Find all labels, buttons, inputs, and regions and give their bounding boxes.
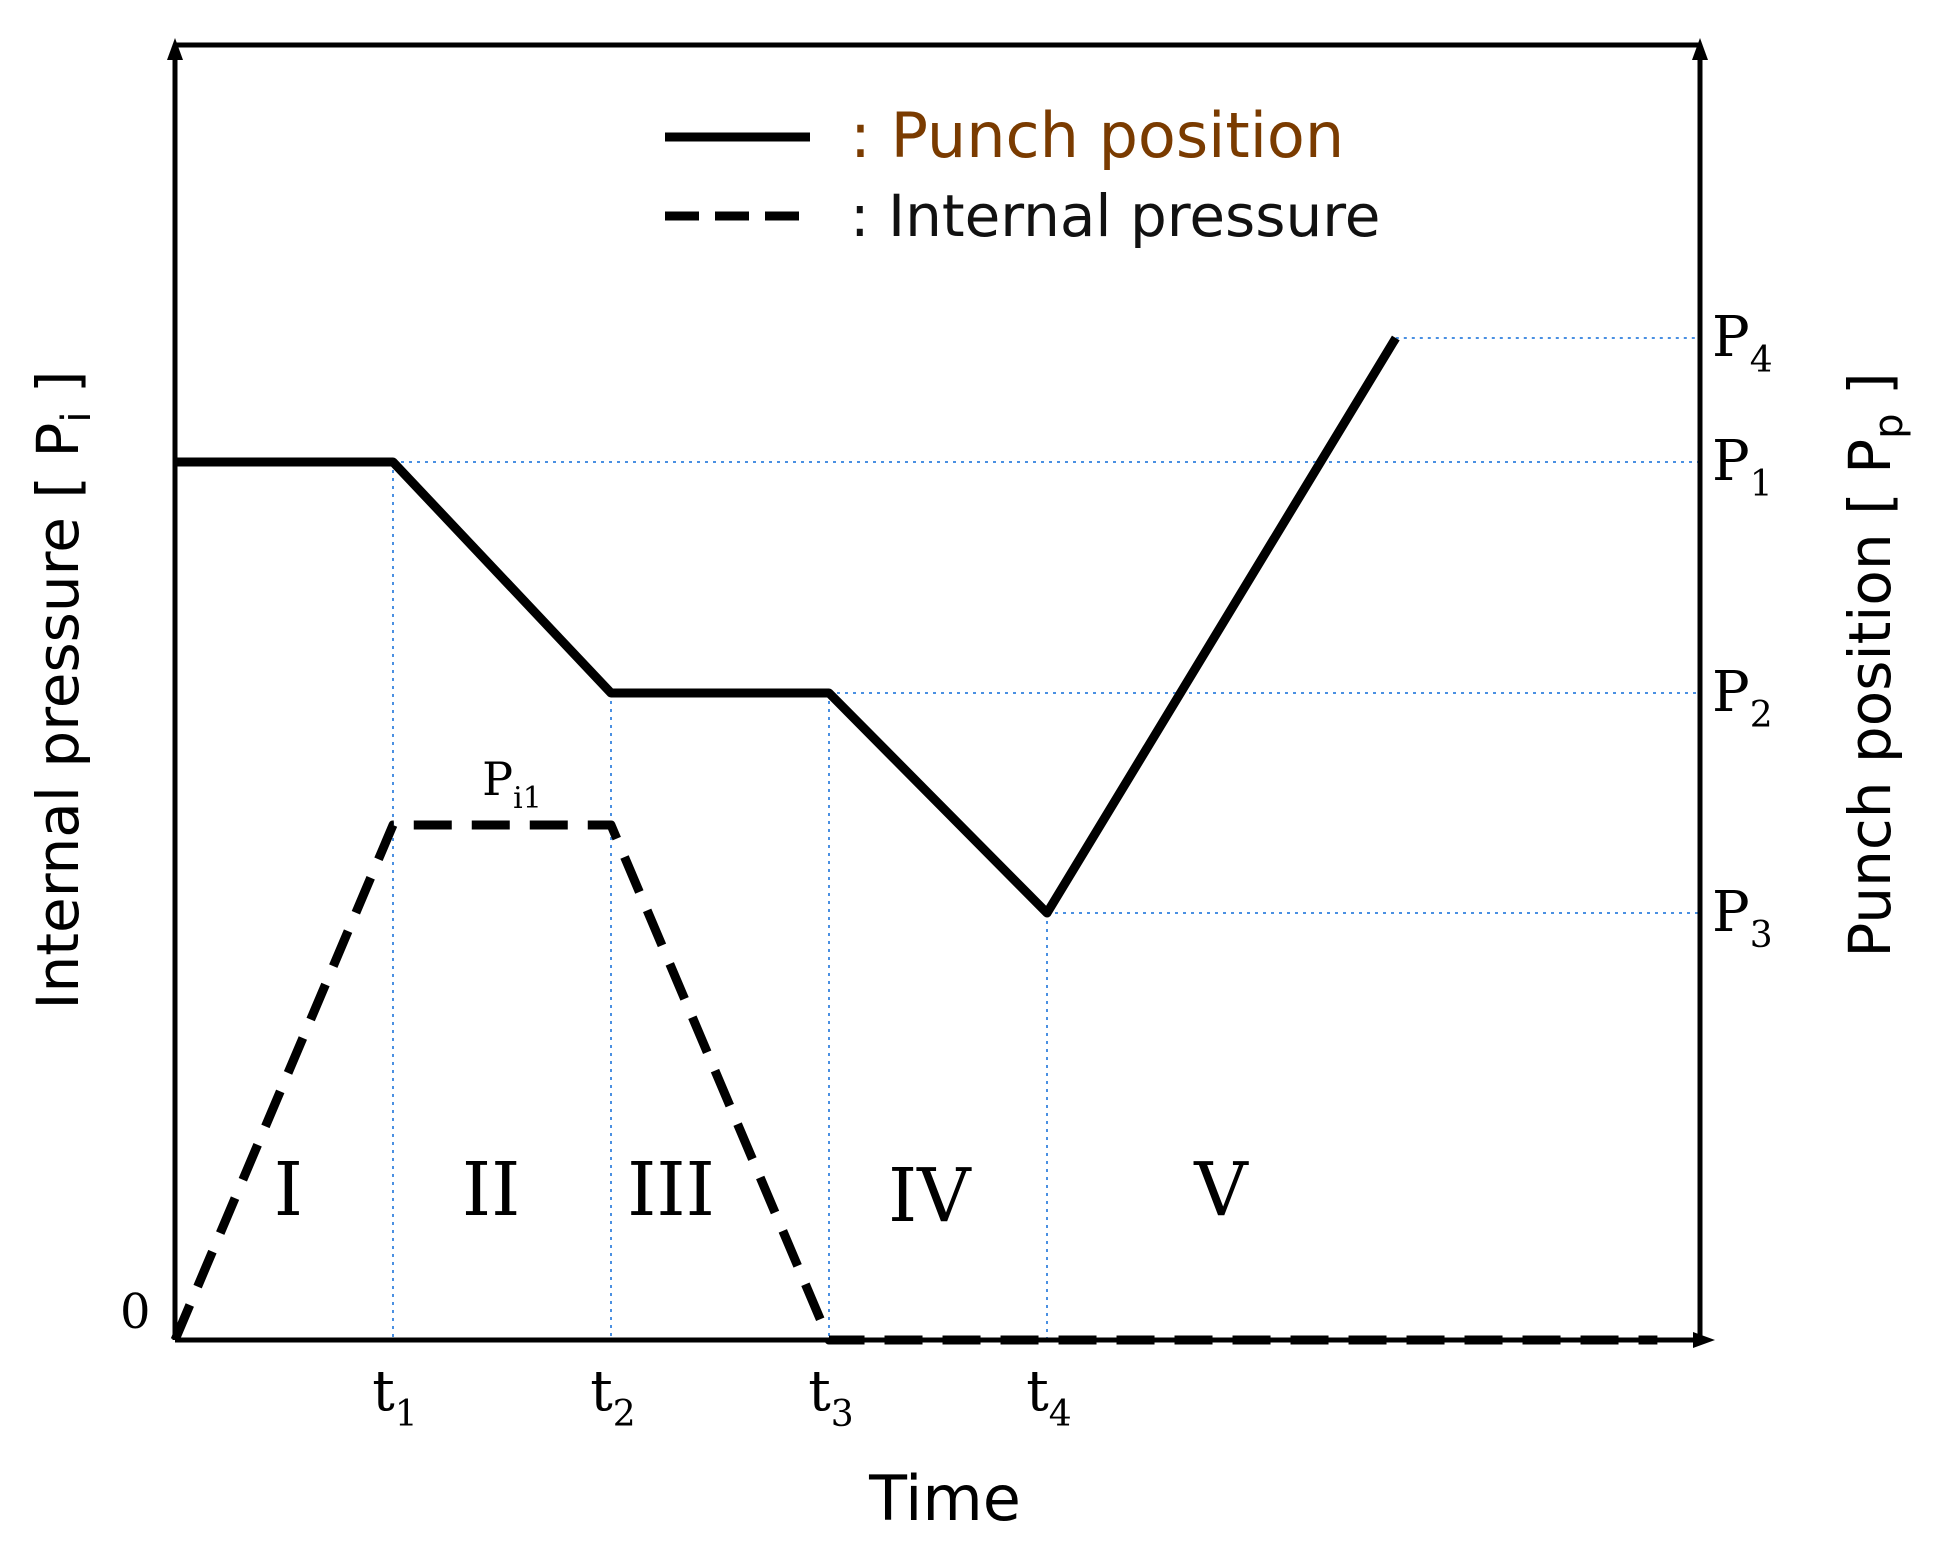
stage-label-iv: IV	[888, 1153, 972, 1239]
right-tick-label-p4: P4	[1712, 305, 1773, 381]
left-axis-arrow	[167, 38, 183, 60]
x-axis-arrow	[1693, 1332, 1715, 1348]
stage-label-i: I	[274, 1147, 303, 1233]
legend-label-1: : Punch position	[850, 99, 1344, 172]
legend-label-2: : Internal pressure	[850, 182, 1380, 250]
left-axis-title: Internal pressure [ Pi ]	[24, 370, 100, 1009]
right-tick-label-p2: P2	[1712, 660, 1773, 736]
stage-label-v: V	[1193, 1147, 1249, 1233]
legend: : Punch position : Internal pressure	[665, 99, 1380, 250]
series-punch-position	[175, 335, 1400, 918]
right-tick-label-p3: P3	[1712, 880, 1773, 956]
series-layer	[170, 335, 1658, 1345]
stage-label-iii: III	[627, 1147, 715, 1233]
axes	[167, 38, 1715, 1348]
x-tick-label-t1: t1	[372, 1359, 417, 1435]
series-internal-pressure	[170, 820, 1658, 1345]
guide-lines	[392, 337, 1700, 1340]
x-axis-title: Time	[868, 1462, 1021, 1535]
stage-label-ii: II	[462, 1147, 520, 1233]
right-axis-arrow	[1692, 38, 1708, 60]
origin-label: 0	[120, 1284, 151, 1340]
right-axis-title: Punch position [ Pp ]	[1836, 372, 1912, 957]
right-tick-label-p1: P1	[1712, 429, 1773, 505]
pressure-plateau-label: Pi1	[482, 752, 542, 816]
x-tick-label-t4: t4	[1026, 1359, 1071, 1435]
x-tick-label-t3: t3	[808, 1359, 853, 1435]
x-tick-label-t2: t2	[590, 1359, 635, 1435]
